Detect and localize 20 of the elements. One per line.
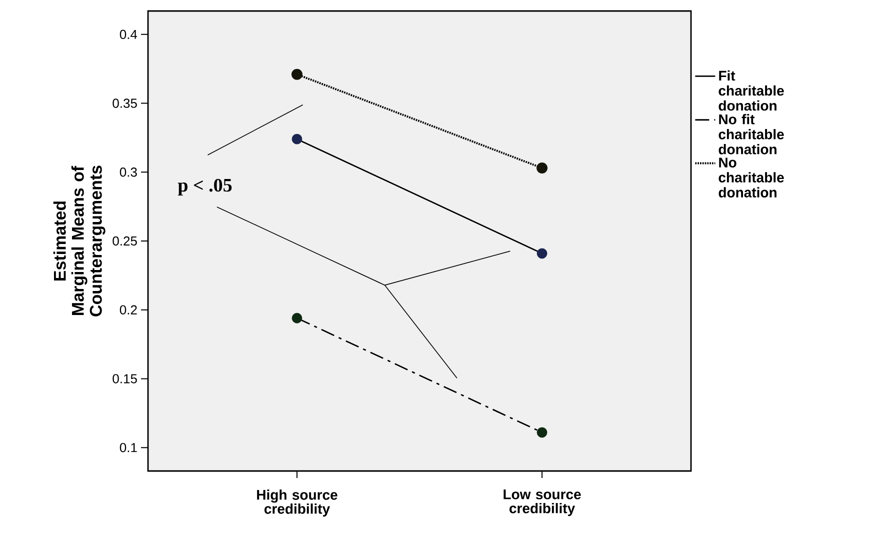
point (292, 312, 302, 324)
y-tick-label: 0.25 (112, 236, 137, 246)
point (536, 427, 548, 438)
y-tick-label: 0.1 (120, 442, 137, 452)
legend-label: Fit charitable donation (718, 70, 784, 111)
x-tick-label: Low source credibility (504, 490, 581, 516)
point (536, 162, 548, 174)
legend-label: No fit charitable donation (718, 114, 784, 154)
point (292, 134, 302, 144)
y-tick-label: 0.15 (112, 374, 137, 384)
point (291, 68, 302, 80)
y-tick-label: 0.35 (112, 98, 137, 108)
legend-label: No charitable donation (718, 158, 784, 198)
y-tick-label: 0.2 (120, 305, 137, 314)
x-tick-label: High source credibility (257, 490, 338, 517)
y-tick-label: 0.4 (120, 30, 138, 40)
y-axis-title: Estimated Marginal Means of Counterarguments (53, 166, 106, 316)
y-tick-label: 0.3 (120, 168, 137, 177)
point (536, 248, 548, 259)
annotation: p < .05 (178, 178, 232, 196)
